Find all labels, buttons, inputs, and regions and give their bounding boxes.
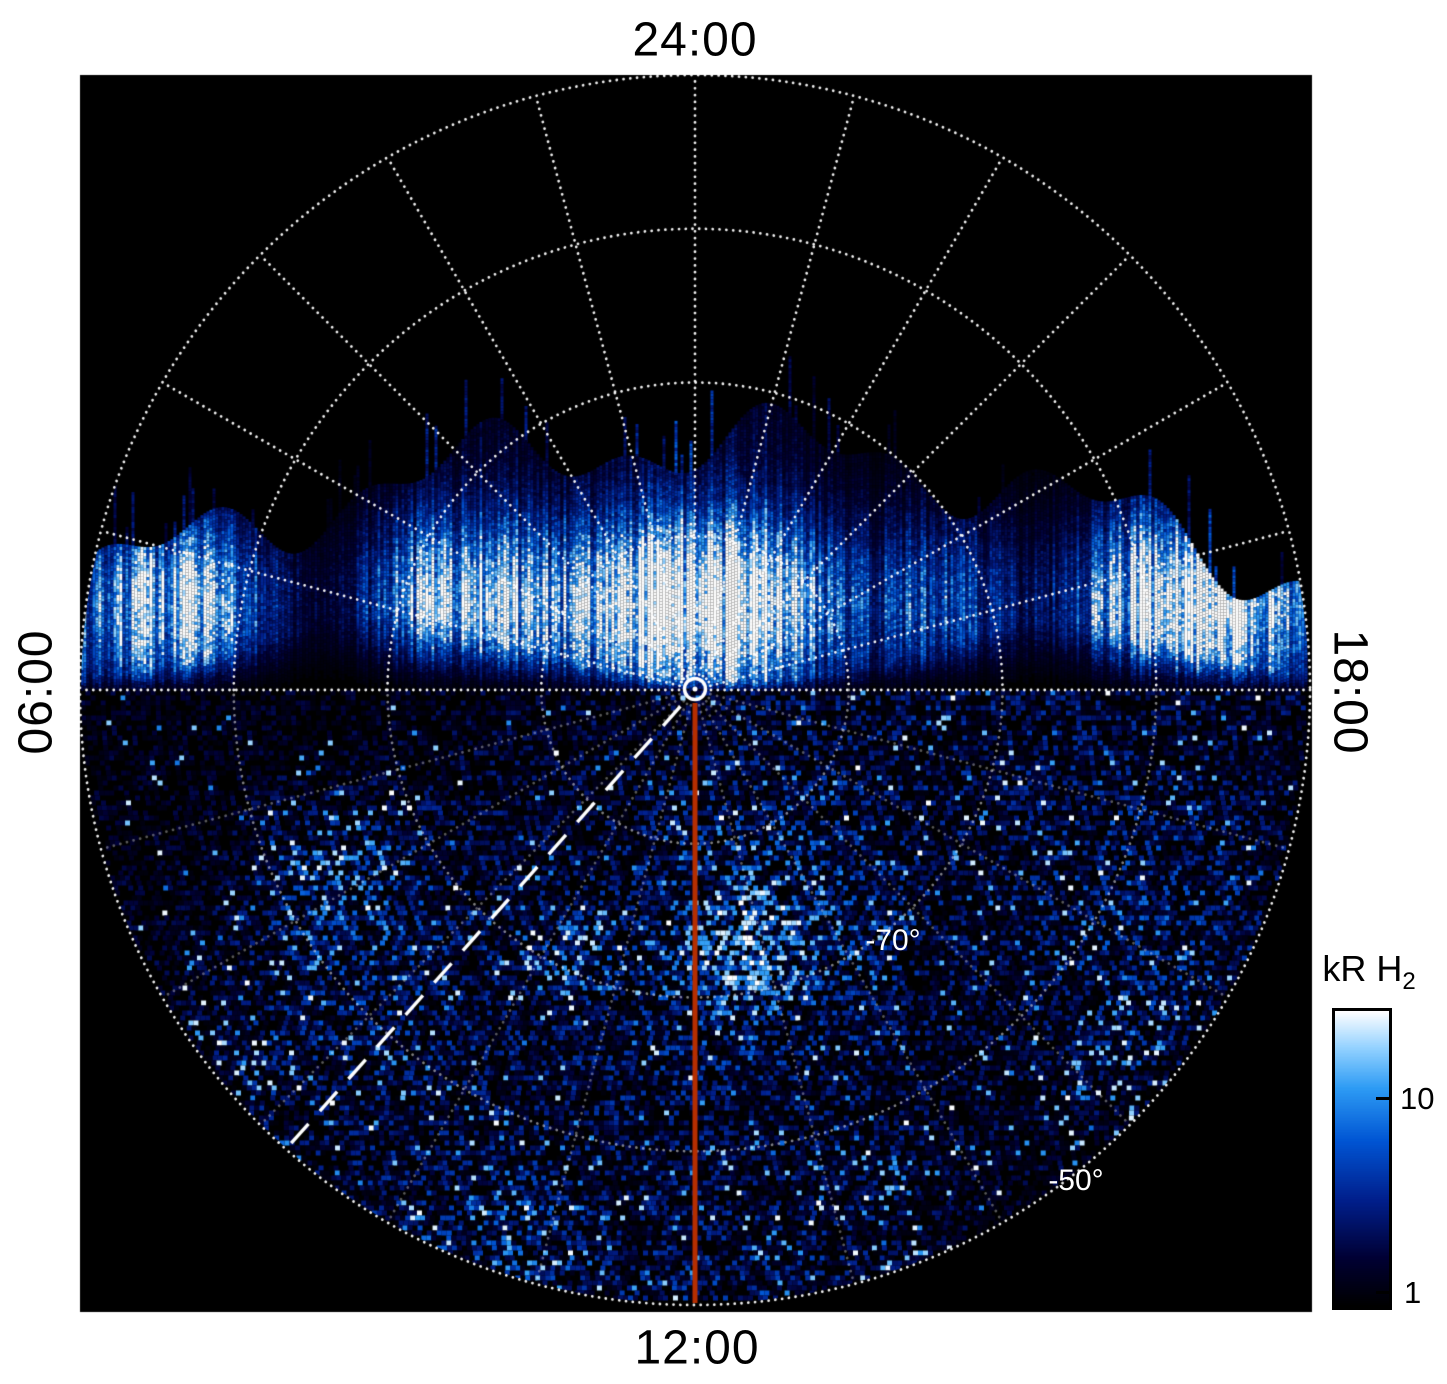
colorbar-title-sub: 2 — [1402, 968, 1416, 996]
time-label-1800: 18:00 — [1323, 629, 1377, 755]
colorbar-tick-label-10: 10 — [1400, 1081, 1435, 1116]
colorbar-tick-1 — [1376, 1291, 1390, 1294]
time-label-1200: 12:00 — [634, 1321, 760, 1375]
colorbar-tick-10 — [1376, 1097, 1390, 1100]
time-label-0600: 06:00 — [9, 629, 63, 755]
colorbar — [1332, 1008, 1392, 1310]
latitude-label-70: -70° — [865, 924, 921, 957]
colorbar-title: kR H2 — [1322, 948, 1415, 996]
latitude-label-50: -50° — [1048, 1164, 1104, 1197]
colorbar-gradient — [1335, 1011, 1389, 1307]
colorbar-title-main: kR H — [1322, 947, 1403, 989]
time-label-2400: 24:00 — [632, 13, 758, 67]
colorbar-tick-label-1: 1 — [1404, 1275, 1422, 1310]
